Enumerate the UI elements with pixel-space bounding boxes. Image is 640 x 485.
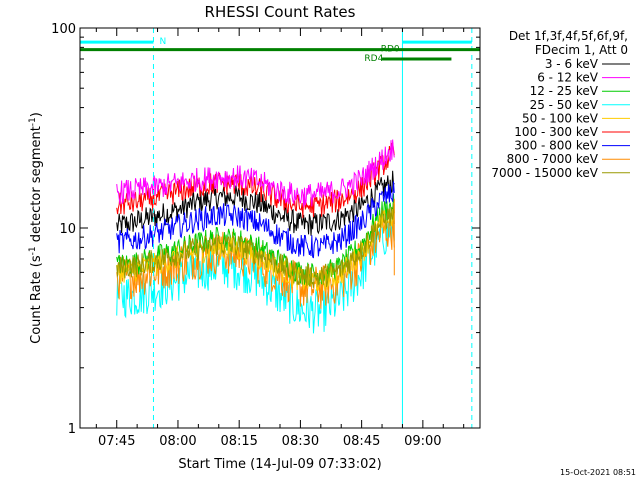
flag-label-rd0: RD0 xyxy=(381,45,400,55)
legend-label-5: 100 - 300 keV xyxy=(514,125,598,139)
y-tick-label-0: 1 xyxy=(68,422,76,437)
y-axis-label-suffix: detector segment xyxy=(29,126,44,246)
legend-label-0: 3 - 6 keV xyxy=(545,57,599,71)
legend-header-line-2: FDecim 1, Att 0 xyxy=(535,43,628,57)
legend: Det 1f,3f,4f,5f,6f,9f, FDecim 1, Att 0 3… xyxy=(491,29,630,180)
series-line-1 xyxy=(116,139,395,208)
legend-label-6: 300 - 800 keV xyxy=(514,139,598,153)
x-tick-label-1: 08:00 xyxy=(159,434,196,449)
chart-title: RHESSI Count Rates xyxy=(205,3,356,21)
x-tick-label-2: 08:15 xyxy=(220,434,257,449)
legend-label-2: 12 - 25 keV xyxy=(530,84,599,98)
y-axis-label-sup: -1 xyxy=(28,246,38,255)
legend-label-1: 6 - 12 keV xyxy=(537,71,599,85)
legend-label-7: 800 - 7000 keV xyxy=(507,152,599,166)
y-axis-label: Count Rate (s-1 detector segment-1) xyxy=(28,112,44,344)
x-tick-label-5: 09:00 xyxy=(404,434,441,449)
x-axis-label: Start Time (14-Jul-09 07:33:02) xyxy=(178,457,381,472)
y-tick-label-1: 10 xyxy=(59,222,76,237)
series-line-8 xyxy=(116,202,395,288)
axes-group: 1 10 100 07:45 08:00 08:15 08:30 08:45 09:00 xyxy=(51,22,480,449)
x-tick-label-0: 07:45 xyxy=(98,434,135,449)
legend-label-8: 7000 - 15000 keV xyxy=(491,166,598,180)
flag-label-n: N xyxy=(159,37,166,47)
series-group xyxy=(116,139,395,334)
timestamp: 15-Oct-2021 08:51 xyxy=(560,468,636,477)
legend-label-4: 50 - 100 keV xyxy=(522,111,599,125)
y-axis-label-close: ) xyxy=(29,112,44,117)
y-axis-label-prefix: Count Rate (s xyxy=(29,255,44,344)
series-line-6 xyxy=(116,181,395,259)
x-tick-label-3: 08:30 xyxy=(282,434,319,449)
x-tick-label-4: 08:45 xyxy=(343,434,380,449)
flag-label-rd4: RD4 xyxy=(364,54,383,64)
y-tick-label-2: 100 xyxy=(51,22,76,37)
y-axis-label-sup2: -1 xyxy=(28,117,38,126)
legend-header-line-1: Det 1f,3f,4f,5f,6f,9f, xyxy=(509,29,628,43)
legend-label-3: 25 - 50 keV xyxy=(530,98,599,112)
